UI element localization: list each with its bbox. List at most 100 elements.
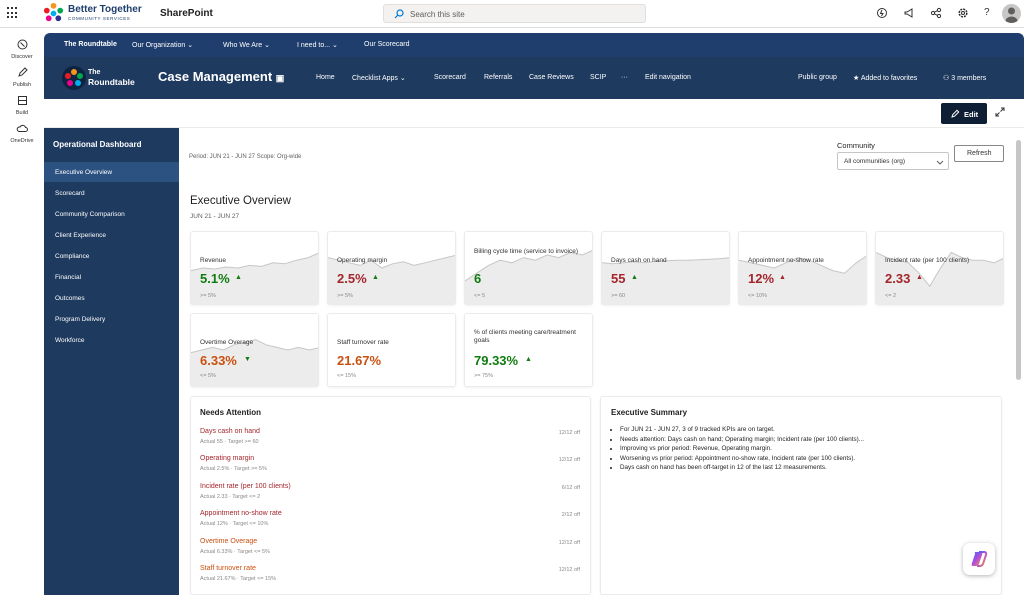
help-icon[interactable]: ? [984,7,990,18]
needs-attention-item[interactable]: Appointment no-show rate Actual 12% · Ta… [200,510,580,537]
teams-icon: ▣ [275,73,285,83]
site-title[interactable]: Case Management ▣ [158,69,284,84]
summary-bullet: Days cash on hand has been off-target in… [620,463,1000,473]
site-nav-label: Checklist Apps [352,75,398,82]
kpi-value: 2.33 [885,271,911,286]
kpi-card-operating-margin[interactable]: Operating margin 2.5% ▲ >= 5% [327,231,456,305]
page-scrollbar[interactable] [1016,140,1021,380]
pencil-icon [951,109,960,118]
rail-build[interactable]: Build [0,95,44,116]
hub-link-our-organization[interactable]: Our Organization ⌄ [132,41,193,49]
kpi-card-days-cash-on-hand[interactable]: Days cash on hand 55 ▲ >= 60 [601,231,730,305]
person-icon: ⚇ [943,75,950,82]
site-nav-scorecard[interactable]: Scorecard [434,74,466,81]
kpi-target: >= 5% [200,293,216,299]
sidebar-item-outcomes[interactable]: Outcomes [55,295,85,302]
more-icon[interactable]: ··· [621,74,628,81]
kpi-card-clients-meeting-goals[interactable]: % of clients meeting care/treatment goal… [464,313,593,387]
site-logo[interactable] [62,66,86,90]
megaphone-icon[interactable] [903,7,915,19]
copilot-button[interactable] [963,543,995,575]
sparkline-line [191,252,318,272]
needs-attention-item[interactable]: Incident rate (per 100 clients) Actual 2… [200,483,580,510]
item-detail: Actual 2.33 · Target <= 2 [200,494,261,500]
hub-link-i-need-to[interactable]: I need to... ⌄ [297,41,338,49]
user-avatar[interactable] [1002,4,1021,23]
item-name: Staff turnover rate [200,565,256,572]
trend-up-icon: ▲ [525,356,532,363]
site-nav-home[interactable]: Home [316,74,335,81]
rail-publish[interactable]: Publish [0,67,44,88]
kpi-card-incident-rate[interactable]: Incident rate (per 100 clients) 2.33 ▲ <… [875,231,1004,305]
sidebar-item-executive-overview[interactable]: Executive Overview [44,162,179,182]
sidebar-item-scorecard[interactable]: Scorecard [55,190,85,197]
trend-up-icon: ▲ [235,274,242,281]
copilot-icon[interactable] [876,7,888,19]
rail-label: Discover [11,54,33,60]
needs-attention-item[interactable]: Operating margin Actual 2.5% · Target >=… [200,455,580,482]
rail-discover[interactable]: Discover [0,39,44,60]
sparkline-chart [191,339,318,386]
hub-home-link[interactable]: The Roundtable [64,41,117,48]
sparkline-chart [876,251,1003,304]
sidebar-item-financial[interactable]: Financial [55,274,82,281]
rail-label: Publish [12,82,32,88]
sparkline-line [465,250,592,282]
hub-link-who-we-are[interactable]: Who We Are ⌄ [223,41,270,49]
kpi-card-revenue[interactable]: Revenue 5.1% ▲ >= 5% [190,231,319,305]
item-detail: Actual 55 · Target >= 60 [200,439,259,445]
edit-navigation-link[interactable]: Edit navigation [645,74,691,81]
rail-label: Build [15,110,29,116]
settings-gear-icon[interactable] [957,7,969,19]
rail-onedrive[interactable]: OneDrive [0,123,44,144]
site-nav-checklist-apps[interactable]: Checklist Apps ⌄ [352,74,406,82]
summary-bullet: Improving vs prior period: Revenue, Oper… [620,444,1000,454]
kpi-card-billing-cycle-time[interactable]: Billing cycle time (service to invoice) … [464,231,593,305]
sparkline-line [739,255,866,274]
kpi-card-overtime-overage[interactable]: Overtime Overage 6.33% ▼ <= 5% [190,313,319,387]
site-nav-referrals[interactable]: Referrals [484,74,513,81]
item-name: Overtime Overage [200,538,258,545]
kpi-value: 6.33% [200,353,237,368]
kpi-value: 55 [611,271,626,286]
edit-button[interactable]: Edit [941,103,987,124]
expand-icon[interactable] [995,107,1005,117]
needs-attention-item[interactable]: Days cash on hand Actual 55 · Target >= … [200,428,580,455]
needs-attention-item[interactable]: Staff turnover rate Actual 21.67% · Targ… [200,565,580,592]
kpi-name: Appointment no-show rate [748,257,824,264]
sparkline-area [191,253,318,304]
sidebar-item-client-experience[interactable]: Client Experience [55,232,106,239]
sparkline-chart [191,252,318,304]
kpi-card-appointment-no-show-rate[interactable]: Appointment no-show rate 12% ▲ <= 10% [738,231,867,305]
community-label: Community [837,141,875,150]
item-count: 12/12 off [558,567,580,573]
kpi-value: 5.1% [200,271,230,286]
app-rail: Discover Publish Build OneDrive [0,28,44,595]
kpi-target: <= 15% [337,373,356,379]
refresh-button[interactable]: Refresh [954,145,1004,162]
site-nav-scip[interactable]: SCIP [590,74,607,81]
kpi-name: Staff turnover rate [337,339,389,346]
sidebar-item-program-delivery[interactable]: Program Delivery [55,316,106,323]
members-button[interactable]: ⚇ 3 members [943,74,986,82]
app-name[interactable]: SharePoint [160,8,213,19]
community-dropdown[interactable]: All communities (org) [837,152,949,170]
sparkline-area [876,252,1003,304]
kpi-name: Incident rate (per 100 clients) [885,257,970,264]
sidebar-item-community-comparison[interactable]: Community Comparison [55,211,125,218]
needs-attention-item[interactable]: Overtime Overage Actual 6.33% · Target <… [200,538,580,565]
hub-link-our-scorecard[interactable]: Our Scorecard [364,41,410,48]
sparkline-line [191,339,318,354]
share-icon[interactable] [930,7,942,19]
favorites-button[interactable]: ★ Added to favorites [853,74,917,82]
app-launcher-icon[interactable] [7,7,19,19]
kpi-name: Days cash on hand [611,257,667,264]
trend-down-icon: ▼ [244,356,251,363]
sidebar-item-compliance[interactable]: Compliance [55,253,90,260]
sidebar-item-workforce[interactable]: Workforce [55,337,85,344]
search-box[interactable]: Search this site [383,4,646,23]
site-nav-case-reviews[interactable]: Case Reviews [529,74,574,81]
item-detail: Actual 21.67% · Target <= 15% [200,576,277,582]
favorites-label: Added to favorites [860,75,918,82]
kpi-card-staff-turnover-rate[interactable]: Staff turnover rate 21.67% <= 15% [327,313,456,387]
